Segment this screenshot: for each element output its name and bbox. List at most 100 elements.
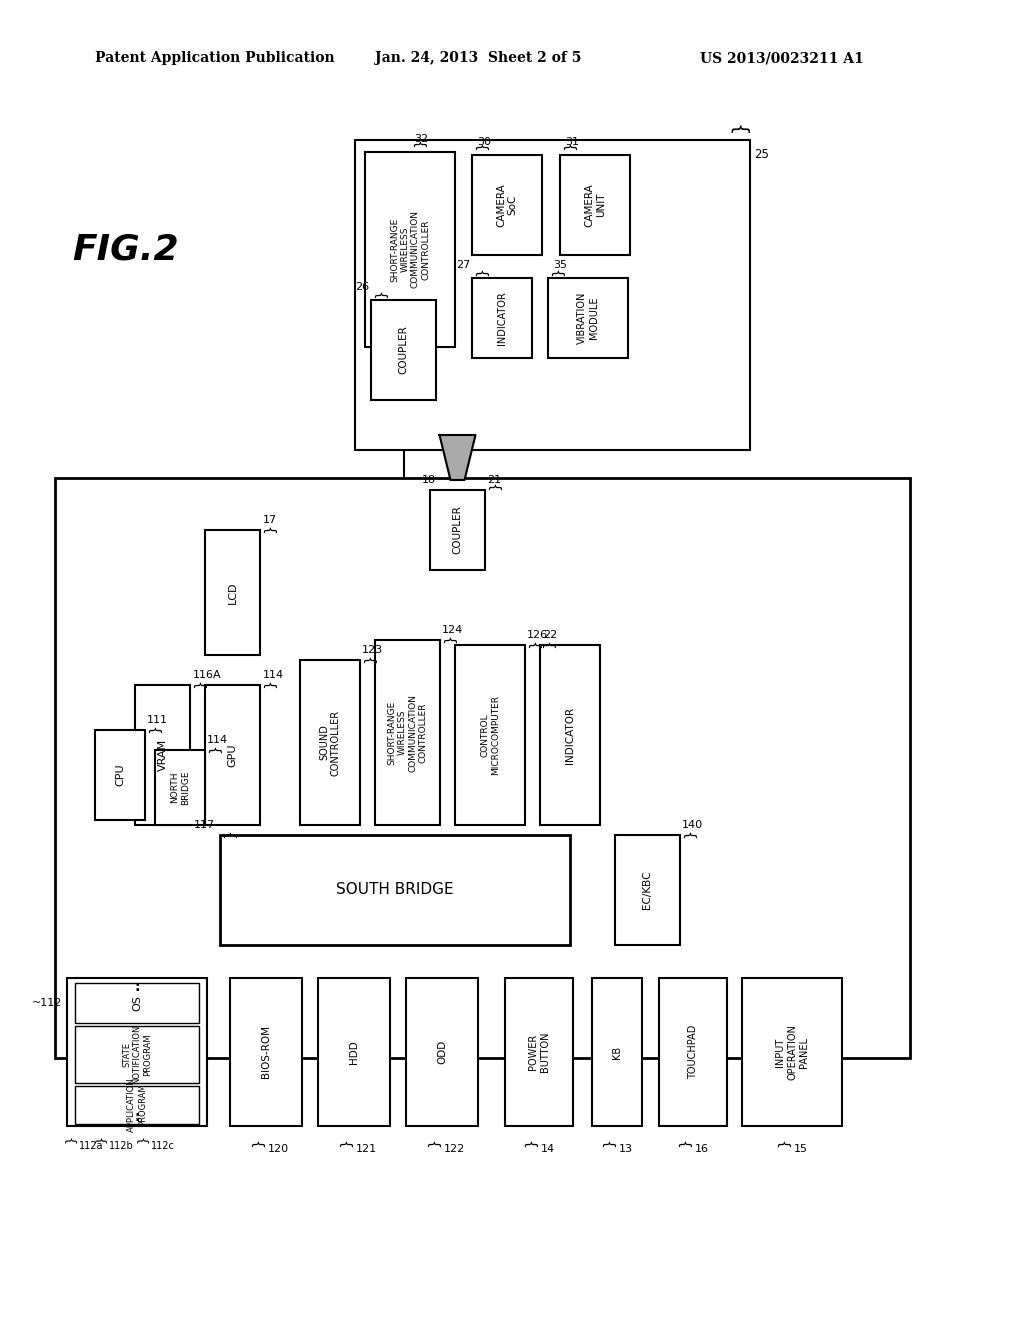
Text: US 2013/0023211 A1: US 2013/0023211 A1: [700, 51, 864, 65]
Bar: [548, 279, 628, 358]
Bar: [375, 640, 440, 825]
Text: 124: 124: [442, 624, 463, 635]
Text: 16: 16: [695, 1144, 709, 1154]
Text: {: {: [410, 140, 424, 148]
Text: {: {: [521, 1139, 535, 1148]
Bar: [205, 531, 260, 655]
Text: CONTROL
MICROCOMPUTER: CONTROL MICROCOMPUTER: [480, 696, 500, 775]
Text: 22: 22: [543, 630, 557, 640]
Text: {: {: [336, 1139, 350, 1148]
Text: STATE
NOTIFICATION
PROGRAM: STATE NOTIFICATION PROGRAM: [122, 1024, 152, 1084]
Bar: [220, 836, 570, 945]
Text: 112c: 112c: [151, 1140, 175, 1151]
Text: 126: 126: [527, 630, 548, 640]
Text: {: {: [560, 143, 574, 152]
Text: Jan. 24, 2013  Sheet 2 of 5: Jan. 24, 2013 Sheet 2 of 5: [375, 51, 582, 65]
Text: EC/KBC: EC/KBC: [642, 871, 652, 909]
Text: FIG.2: FIG.2: [72, 234, 178, 267]
Text: {: {: [220, 830, 234, 840]
Text: SOUTH BRIDGE: SOUTH BRIDGE: [336, 883, 454, 898]
Text: 112b: 112b: [109, 1140, 134, 1151]
Bar: [75, 983, 199, 1023]
Bar: [472, 279, 532, 358]
Bar: [135, 685, 190, 825]
Text: LCD: LCD: [227, 581, 238, 603]
Text: 123: 123: [362, 645, 383, 655]
Text: {: {: [62, 1137, 75, 1144]
Text: {: {: [599, 1139, 613, 1148]
Text: CAMERA
SoC: CAMERA SoC: [497, 183, 518, 227]
Text: 13: 13: [618, 1144, 633, 1154]
Text: HDD: HDD: [349, 1040, 359, 1064]
Bar: [300, 660, 360, 825]
Text: CAMERA
UNIT: CAMERA UNIT: [585, 183, 606, 227]
Text: 27: 27: [456, 260, 470, 271]
Text: 18: 18: [421, 475, 435, 484]
Bar: [455, 645, 525, 825]
Text: {: {: [424, 1139, 438, 1148]
Text: {: {: [680, 830, 694, 840]
Text: {: {: [371, 290, 385, 300]
Text: 121: 121: [356, 1144, 377, 1154]
Bar: [742, 978, 842, 1126]
Text: VRAM: VRAM: [158, 739, 168, 771]
Text: 26: 26: [355, 282, 369, 292]
Text: SHORT-RANGE
WIRELESS
COMMUNICATION
CONTROLLER: SHORT-RANGE WIRELESS COMMUNICATION CONTR…: [390, 210, 430, 289]
Text: COUPLER: COUPLER: [398, 326, 409, 375]
Text: {: {: [485, 483, 499, 491]
Text: {: {: [525, 640, 539, 649]
Bar: [659, 978, 727, 1126]
Bar: [505, 978, 573, 1126]
Text: 114: 114: [207, 735, 228, 744]
Bar: [55, 478, 910, 1059]
Text: 117: 117: [194, 820, 215, 830]
Bar: [615, 836, 680, 945]
Text: 32: 32: [414, 135, 428, 144]
Bar: [75, 1086, 199, 1125]
Text: {: {: [92, 1137, 105, 1144]
Bar: [371, 300, 436, 400]
Text: Patent Application Publication: Patent Application Publication: [95, 51, 335, 65]
Text: {: {: [472, 268, 486, 277]
Polygon shape: [439, 436, 475, 480]
Text: {: {: [774, 1139, 788, 1148]
Text: BIOS-ROM: BIOS-ROM: [261, 1026, 271, 1078]
Text: {: {: [134, 1137, 147, 1144]
Text: {: {: [675, 1139, 689, 1148]
Text: INPUT
OPERATION
PANEL: INPUT OPERATION PANEL: [775, 1024, 809, 1080]
Text: APPLICATION
PROGRAM: APPLICATION PROGRAM: [127, 1077, 146, 1133]
Text: 122: 122: [444, 1144, 465, 1154]
Bar: [406, 978, 478, 1126]
Text: 15: 15: [794, 1144, 808, 1154]
Bar: [560, 154, 630, 255]
Text: SHORT-RANGE
WIRELESS
COMMUNICATION
CONTROLLER: SHORT-RANGE WIRELESS COMMUNICATION CONTR…: [387, 693, 428, 771]
Bar: [365, 152, 455, 347]
Text: POWER
BUTTON: POWER BUTTON: [528, 1032, 550, 1072]
Text: {: {: [539, 640, 553, 649]
Text: 14: 14: [541, 1144, 555, 1154]
Text: :: :: [134, 979, 139, 994]
Text: 25: 25: [754, 148, 769, 161]
Text: 140: 140: [682, 820, 703, 830]
Text: {: {: [728, 124, 746, 136]
Text: 30: 30: [477, 137, 490, 147]
Text: {: {: [360, 656, 374, 664]
Bar: [318, 978, 390, 1126]
Text: KB: KB: [612, 1045, 622, 1059]
Text: 112a: 112a: [79, 1140, 103, 1151]
Text: :: :: [134, 1110, 139, 1125]
Text: SOUND
CONTROLLER: SOUND CONTROLLER: [319, 709, 341, 776]
Text: 114: 114: [263, 671, 284, 680]
Text: INDICATOR: INDICATOR: [497, 292, 507, 345]
Text: ~112: ~112: [32, 998, 62, 1008]
Bar: [540, 645, 600, 825]
Text: INDICATOR: INDICATOR: [565, 706, 575, 763]
Text: COUPLER: COUPLER: [453, 506, 463, 554]
Text: {: {: [190, 681, 204, 689]
Text: 120: 120: [268, 1144, 289, 1154]
Text: 116A: 116A: [193, 671, 221, 680]
Text: {: {: [145, 726, 159, 734]
Text: {: {: [205, 746, 219, 755]
Text: CPU: CPU: [115, 764, 125, 787]
Text: TOUCHPAD: TOUCHPAD: [688, 1024, 698, 1080]
